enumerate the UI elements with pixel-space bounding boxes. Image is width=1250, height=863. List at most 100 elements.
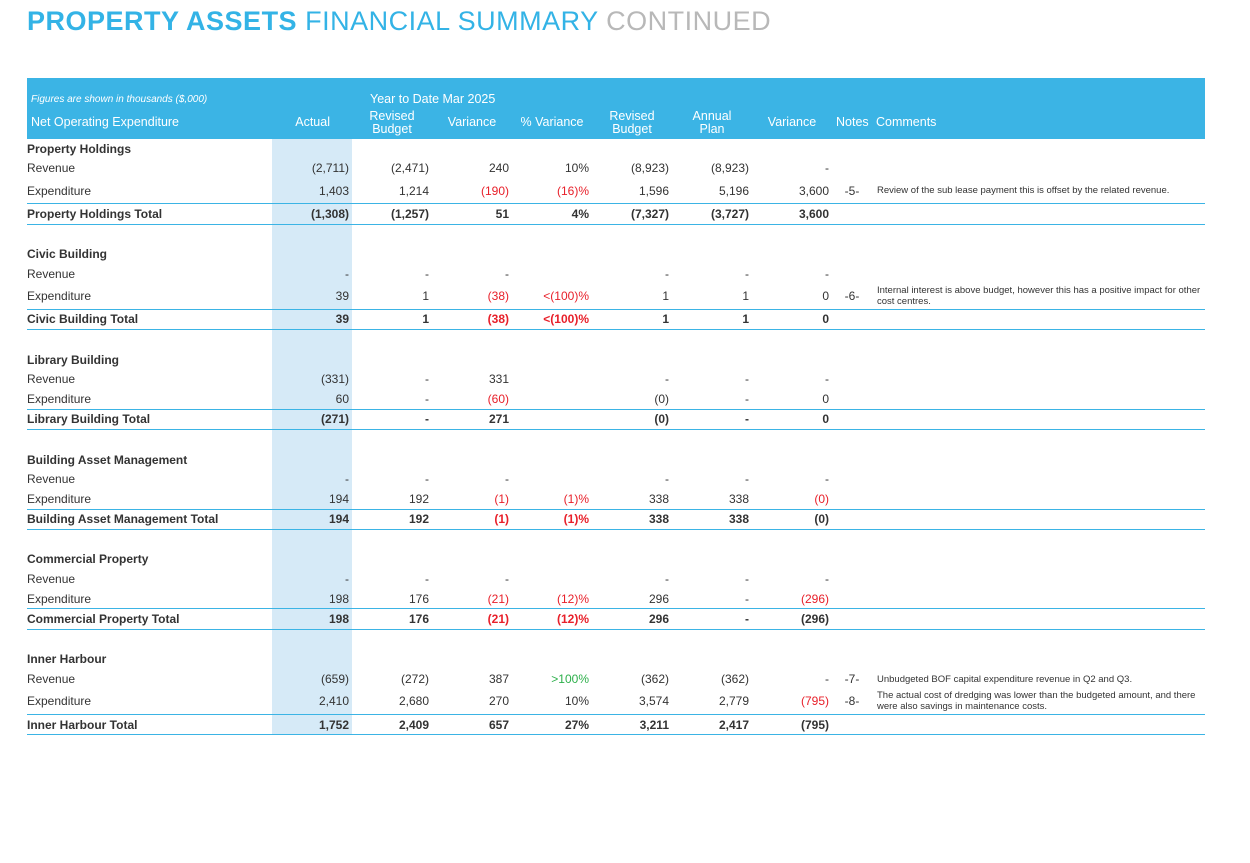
summary-table: Figures are shown in thousands ($,000) Y… (27, 78, 1206, 736)
row-label: Property Holdings Total (27, 203, 272, 225)
empty-cell (752, 650, 832, 670)
empty-cell (27, 530, 272, 550)
value-cell: 2,680 (398, 694, 429, 709)
value-cell: (2,711) (272, 158, 352, 179)
row-label: Revenue (27, 672, 76, 687)
empty-cell (352, 244, 432, 264)
empty-cell (832, 469, 872, 489)
value-cell: (2,471) (390, 161, 429, 176)
value-cell: 1 (352, 308, 432, 331)
title-light: FINANCIAL SUMMARY (305, 6, 599, 36)
value-cell: (362) (640, 672, 669, 687)
column-header: Revised Budget (609, 108, 655, 136)
row: Revenue (331) - 331 - - - (27, 369, 1205, 389)
value-cell: (0) (592, 408, 672, 431)
row-label: Revenue (27, 472, 76, 487)
value-cell: 194 (272, 488, 352, 509)
value-cell: 3,600 (752, 203, 832, 225)
empty-cell (832, 224, 872, 244)
empty-cell (432, 330, 512, 350)
row-label: Inner Harbour Total (27, 713, 272, 736)
value-cell: - (665, 372, 669, 387)
column-header: Net Operating Expenditure (27, 106, 272, 139)
empty-cell (512, 569, 592, 589)
total-row: Inner Harbour Total 1,752 2,409 657 27% 3,211… (27, 713, 1206, 736)
empty-cell (512, 530, 592, 550)
empty-cell (872, 330, 1205, 350)
empty-cell (512, 330, 592, 350)
value-cell: 296 (592, 608, 672, 631)
empty-cell (832, 530, 872, 550)
empty-cell (752, 224, 832, 244)
empty-cell (592, 350, 672, 370)
value-cell: - (505, 572, 509, 587)
row-label: Civic Building Total (27, 308, 272, 331)
empty-cell (832, 569, 872, 589)
empty-cell (672, 350, 752, 370)
value-cell: - (665, 572, 669, 587)
row: Revenue - - - - - - (27, 469, 1205, 489)
empty-cell (672, 224, 752, 244)
empty-cell (752, 139, 832, 159)
section-title: Property Holdings (27, 141, 132, 156)
value-cell: 2,409 (352, 713, 432, 736)
empty-cell (872, 450, 1205, 470)
empty-cell (352, 350, 432, 370)
row: Expenditure 194 192 (1) (1)% 338 338 (0) (27, 488, 1205, 509)
row-label: Building Asset Management Total (27, 508, 272, 531)
empty-cell (672, 550, 752, 570)
value-cell: (12)% (556, 591, 589, 606)
value-cell: - (672, 608, 752, 631)
empty-cell (352, 550, 432, 570)
empty-cell (832, 608, 872, 631)
empty-cell (832, 389, 872, 409)
value-cell: - (745, 572, 749, 587)
row: Revenue - - - - - - (27, 263, 1205, 284)
empty-cell (512, 244, 592, 264)
value-cell: (21) (432, 608, 512, 631)
empty-cell (832, 430, 872, 450)
empty-cell (512, 264, 592, 284)
value-cell: 338 (728, 491, 749, 506)
value-cell: (0) (654, 391, 669, 406)
empty-cell (752, 550, 832, 570)
empty-cell (832, 330, 872, 350)
value-cell: (659) (272, 669, 352, 689)
value-cell: 0 (822, 391, 829, 406)
section-row: Commercial Property (27, 549, 1205, 570)
value-cell: (190) (480, 183, 509, 198)
value-cell: 2,779 (718, 694, 749, 709)
empty-cell (432, 550, 512, 570)
empty-cell (832, 550, 872, 570)
value-cell: 2,410 (272, 688, 352, 715)
value-cell: 3,600 (798, 183, 829, 198)
empty-cell (832, 489, 872, 509)
value-cell: (795) (800, 694, 829, 709)
empty-cell (832, 139, 872, 159)
value-cell: 3,574 (638, 694, 669, 709)
empty-cell (352, 450, 432, 470)
value-cell: 1,752 (272, 713, 352, 736)
empty-cell (352, 139, 432, 159)
empty-cell (592, 430, 672, 450)
empty-cell (672, 650, 752, 670)
value-cell: 39 (272, 308, 352, 331)
empty-cell (512, 350, 592, 370)
value-cell: - (272, 569, 352, 589)
empty-cell (832, 350, 872, 370)
empty-cell (592, 530, 672, 550)
empty-cell (832, 508, 872, 531)
empty-cell (272, 139, 352, 159)
value-cell: - (745, 372, 749, 387)
empty-cell (592, 139, 672, 159)
section-title: Commercial Property (27, 552, 149, 567)
section-row: Library Building (27, 349, 1205, 370)
empty-cell (512, 469, 592, 489)
total-row: Property Holdings Total (1,308) (1,257) 51 4… (27, 203, 1206, 225)
empty-cell (512, 408, 592, 431)
value-cell: 331 (488, 372, 509, 387)
units-note: Figures are shown in thousands ($,000) (27, 78, 352, 106)
row-label: Library Building Total (27, 408, 272, 431)
value-cell: 1 (592, 308, 672, 331)
spacer-row (27, 429, 1205, 450)
